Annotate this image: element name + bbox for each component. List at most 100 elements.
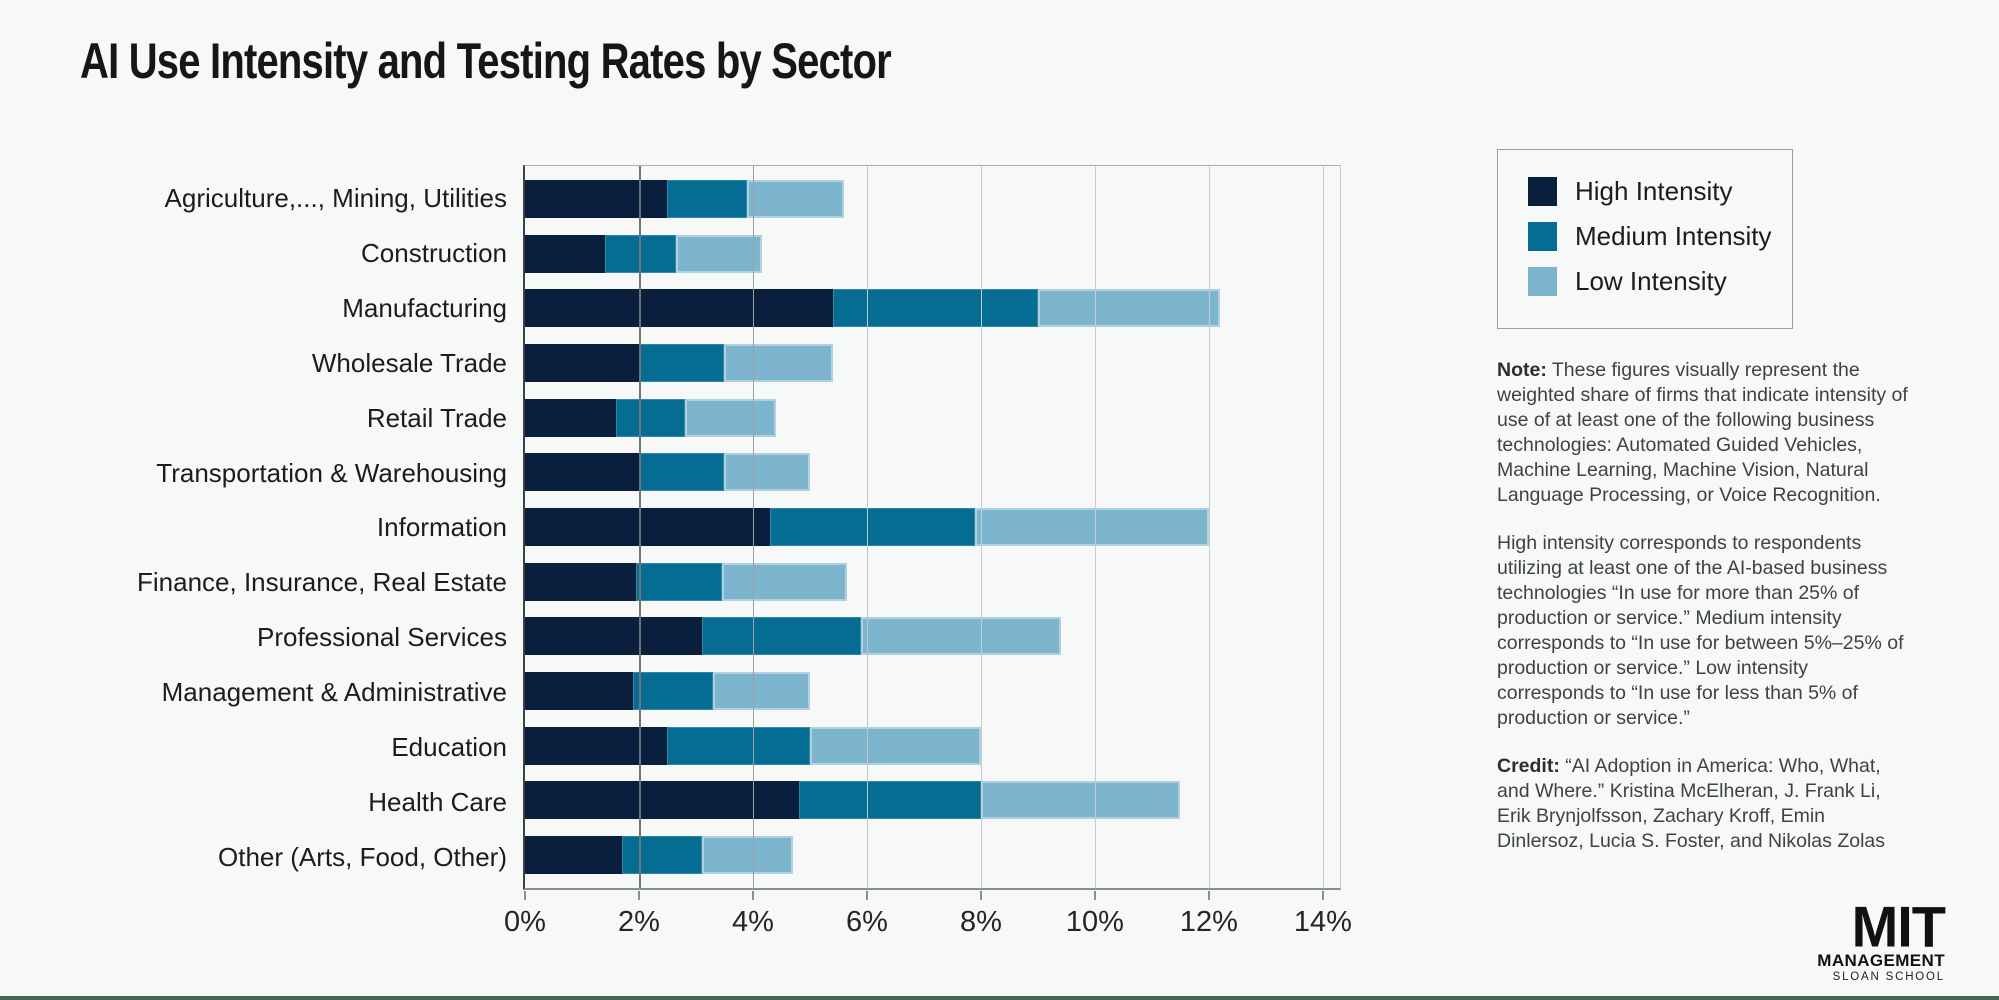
bar-segment-high-intensity: [525, 726, 668, 765]
x-tick-label: 2%: [618, 906, 660, 938]
bar-segment-medium-intensity: [701, 617, 862, 656]
bar-segment-low-intensity: [1037, 289, 1221, 328]
bar-segment-high-intensity: [525, 289, 833, 328]
bar-row: [525, 180, 1340, 218]
bar-segment-medium-intensity: [636, 562, 722, 601]
x-tick-14%: [1321, 891, 1324, 900]
legend-swatch-icon: [1528, 177, 1557, 206]
bar-row: [525, 343, 1340, 382]
bar-segment-low-intensity: [861, 617, 1061, 656]
bar-segment-medium-intensity: [832, 289, 1038, 328]
bar-row: [525, 453, 1340, 492]
gridline-6%: [866, 166, 868, 888]
bar-segment-high-intensity: [525, 562, 637, 601]
plot-area: 0% 2% 4% 6% 8% 10% 12% 14%: [504, 165, 1352, 938]
credit-text: “AI Adoption in America: Who, What, and …: [1497, 755, 1886, 852]
note-label: Note:: [1497, 359, 1547, 381]
bar-segment-high-intensity: [525, 180, 668, 218]
sector-label: Agriculture,..., Mining, Utilities: [164, 183, 507, 213]
credit-label: Credit:: [1497, 755, 1560, 777]
legend-item: High Intensity: [1528, 176, 1792, 207]
y-axis-labels: Agriculture,..., Mining, Utilities Constr…: [80, 165, 523, 890]
note-text: These figures visually represent the wei…: [1497, 359, 1908, 506]
bar-row: [525, 562, 1340, 601]
bar-row: [525, 289, 1340, 328]
bar-segment-high-intensity: [525, 507, 771, 546]
bar-segment-low-intensity: [676, 234, 762, 273]
sector-label: Construction: [361, 237, 507, 268]
bar-segment-medium-intensity: [770, 507, 976, 546]
mit-sloan-logo: MIT MANAGEMENT SLOAN SCHOOL: [1790, 898, 1946, 984]
bar-segment-high-intensity: [525, 617, 702, 656]
bar-rows: [525, 166, 1340, 888]
legend-swatch-icon: [1528, 222, 1557, 251]
logo-sloan-text: SLOAN SCHOOL: [1832, 971, 1945, 983]
bar-segment-medium-intensity: [667, 726, 810, 765]
x-tick-label: 12%: [1179, 906, 1238, 938]
bar-row: [525, 671, 1340, 710]
x-tick-label: 0%: [504, 906, 546, 938]
gridline-10%: [1094, 166, 1096, 888]
x-tick-6%: [865, 891, 868, 900]
sector-label: Other (Arts, Food, Other): [218, 841, 507, 872]
bar-segment-high-intensity: [525, 453, 639, 492]
x-tick-10%: [1093, 891, 1096, 900]
chart-title: AI Use Intensity and Testing Rates by Se…: [80, 33, 892, 89]
bar-segment-low-intensity: [684, 398, 776, 437]
bar-segment-high-intensity: [525, 781, 799, 820]
bar-segment-low-intensity: [809, 726, 981, 765]
bar-segment-high-intensity: [525, 343, 639, 382]
x-tick-2%: [637, 891, 640, 900]
bar-segment-medium-intensity: [638, 343, 725, 382]
x-tick-0%: [524, 891, 526, 900]
bar-row: [525, 781, 1340, 820]
legend-items: High Intensity Medium Intensity Low Intens…: [1528, 176, 1792, 297]
x-axis-labels: 0% 2% 4% 6% 8% 10% 12% 14%: [504, 906, 1352, 946]
bar-row: [525, 507, 1340, 546]
x-tick-8%: [979, 891, 982, 900]
gridline-8%: [980, 166, 982, 888]
intensity-paragraph: High intensity corresponds to respondent…: [1497, 532, 1904, 729]
bar-segment-high-intensity: [525, 671, 634, 710]
bar-row: [525, 835, 1340, 874]
x-tick-label: 8%: [959, 906, 1002, 938]
notes-column: Note: These figures visually represent t…: [1497, 358, 1915, 854]
bar-row: [525, 398, 1340, 437]
x-tick-12%: [1207, 891, 1210, 900]
bar-segment-low-intensity: [721, 562, 847, 601]
bar-segment-high-intensity: [525, 398, 617, 437]
x-tick-label: 4%: [732, 906, 774, 938]
legend-label: Medium Intensity: [1575, 221, 1772, 251]
sector-label: Health Care: [368, 786, 507, 817]
legend-swatch-icon: [1528, 267, 1557, 296]
gridline-14%: [1322, 166, 1324, 888]
x-tick-label: 10%: [1065, 906, 1124, 938]
sector-label: Wholesale Trade: [311, 347, 507, 378]
note-paragraph: Note: These figures visually represent t…: [1497, 358, 1915, 508]
bar-segment-low-intensity: [701, 835, 793, 874]
x-tick-label: 14%: [1293, 906, 1352, 938]
x-tick-label: 6%: [845, 906, 888, 938]
bar-segment-medium-intensity: [621, 835, 702, 874]
x-tick-4%: [751, 891, 754, 900]
bar-row: [525, 234, 1340, 273]
bar-segment-low-intensity: [975, 507, 1209, 546]
sector-label: Information: [376, 512, 507, 543]
bar-segment-medium-intensity: [638, 453, 725, 492]
credit-paragraph: Credit: “AI Adoption in America: Who, Wh…: [1497, 754, 1915, 854]
gridline-12%: [1208, 166, 1210, 888]
sector-label: Finance, Insurance, Real Estate: [137, 567, 507, 598]
bar-segment-low-intensity: [980, 781, 1181, 820]
bar-segment-low-intensity: [713, 671, 810, 710]
sector-label: Management & Administrative: [161, 677, 507, 708]
legend-label: High Intensity: [1575, 176, 1733, 206]
bar-segment-medium-intensity: [633, 671, 714, 710]
gridline-2%: [638, 166, 641, 888]
sector-label: Education: [391, 732, 507, 763]
legend-box: High Intensity Medium Intensity Low Intens…: [1497, 149, 1793, 329]
sector-label: Professional Services: [257, 622, 507, 653]
stacked-bar-chart: Agriculture,..., Mining, Utilities Constr…: [80, 165, 1352, 938]
bar-segment-low-intensity: [724, 343, 833, 382]
bar-segment-high-intensity: [525, 234, 605, 273]
